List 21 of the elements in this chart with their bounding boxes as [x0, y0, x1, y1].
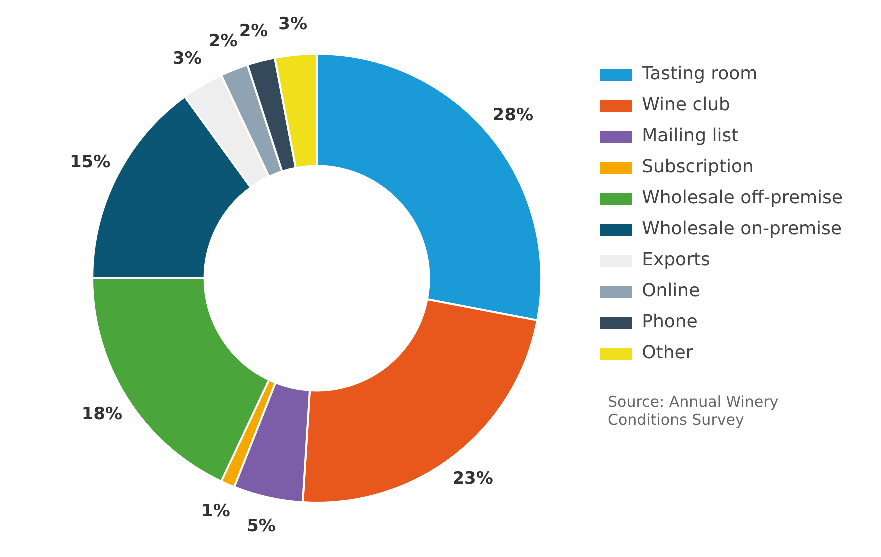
legend-label: Phone [642, 312, 698, 333]
legend-label: Mailing list [642, 126, 739, 147]
data-label: 1% [202, 501, 230, 522]
legend-label: Online [642, 280, 700, 302]
legend-label: Other [642, 342, 694, 364]
data-label: 3% [173, 48, 202, 69]
legend-label: Subscription [642, 156, 754, 178]
legend-label: Wholesale off-premise [642, 188, 844, 209]
data-label: 28% [492, 106, 534, 126]
data-label: 23% [452, 469, 494, 490]
legend-label: Wine club [642, 94, 730, 116]
data-label: 18% [82, 404, 123, 424]
data-label: 5% [247, 516, 276, 536]
legend-label: Wholesale on-premise [642, 218, 842, 240]
legend-label: Tasting room [641, 64, 758, 85]
legend-label: Exports [642, 250, 710, 271]
data-label: 2% [208, 31, 238, 52]
data-label: 3% [278, 14, 308, 35]
data-label: 15% [70, 152, 111, 172]
data-label: 2% [239, 21, 268, 42]
source-note: Source: Annual Winery Conditions Survey [608, 393, 780, 429]
